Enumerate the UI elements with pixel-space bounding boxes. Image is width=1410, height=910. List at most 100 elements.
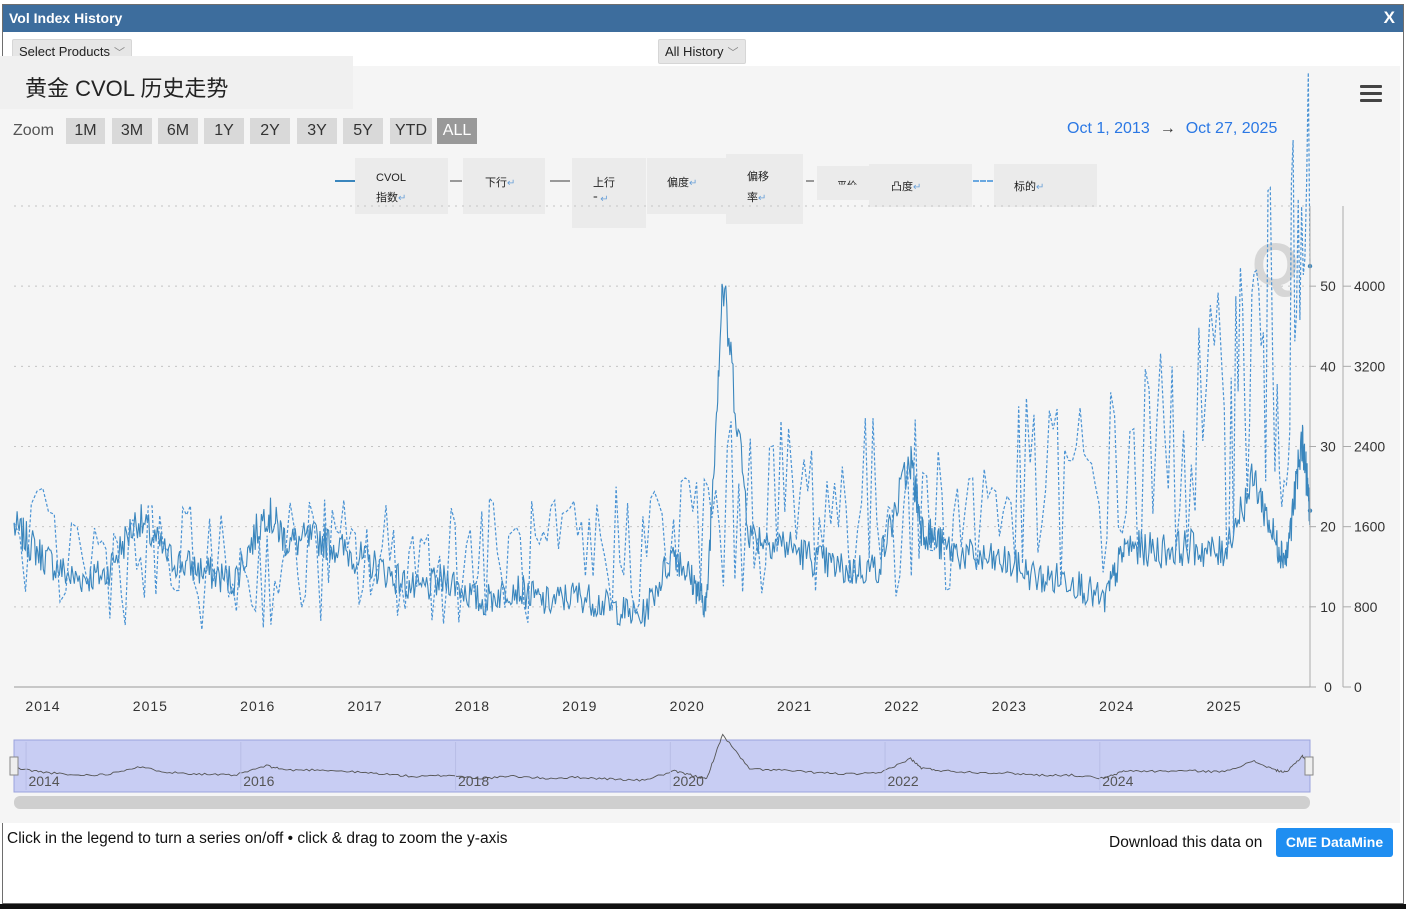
x-tick-label-2018: 2018	[455, 698, 490, 714]
y-left-tick-label-40: 40	[1320, 358, 1336, 374]
legend-item-atm-bg	[817, 166, 871, 200]
zoom-button-6m[interactable]: 6M	[158, 118, 198, 144]
legend-down-label: 下行	[485, 177, 507, 189]
chevron-down-icon: ﹀	[727, 47, 739, 59]
legend-skew-ratio-line2: 率	[747, 192, 758, 204]
close-icon[interactable]: X	[1383, 8, 1395, 27]
navigator-label-2016: 2016	[243, 773, 274, 789]
legend-item-underlying-bg	[994, 164, 1097, 207]
y-right-tick-label-4000: 4000	[1354, 278, 1385, 294]
legend-item-up[interactable]: 上行 ⁼ ↵	[593, 174, 615, 205]
date-range-to[interactable]: Oct 27, 2025	[1185, 120, 1278, 137]
window-title: Vol Index History	[9, 10, 123, 26]
legend-cvol-line1: CVOL	[376, 172, 406, 184]
zoom-button-ytd[interactable]: YTD	[390, 118, 432, 144]
y-right-tick-label-2400: 2400	[1354, 439, 1385, 455]
download-text: Download this data on	[1109, 834, 1263, 851]
return-mark-icon: ↵	[689, 178, 698, 189]
history-range-dropdown[interactable]: All History ﹀	[658, 39, 746, 64]
bottom-edge	[0, 904, 1406, 909]
return-mark-icon: ↵	[600, 194, 609, 205]
y-right-tick-label-800: 800	[1354, 599, 1378, 615]
x-tick-label-2023: 2023	[992, 698, 1027, 714]
zoom-button-2y[interactable]: 2Y	[250, 118, 290, 144]
navigator-label-2022: 2022	[887, 773, 918, 789]
legend-convexity-label: 凸度	[891, 181, 913, 193]
legend-item-cvol[interactable]: CVOL 指数↵	[376, 172, 406, 205]
legend-item-skew-ratio-bg	[726, 154, 803, 224]
x-tick-label-2015: 2015	[133, 698, 168, 714]
zoom-button-5y[interactable]: 5Y	[343, 118, 383, 144]
legend-item-down[interactable]: 下行↵	[485, 174, 515, 190]
x-tick-label-2014: 2014	[25, 698, 60, 714]
y-left-tick-label-50: 50	[1320, 278, 1336, 294]
y-left-tick-label-30: 30	[1320, 439, 1336, 455]
zoom-button-1m[interactable]: 1M	[66, 118, 105, 144]
legend-item-convexity-bg	[869, 164, 972, 207]
return-mark-icon: ↵	[398, 193, 407, 204]
navigator-handle-left	[9, 756, 19, 776]
legend-item-skew[interactable]: 偏度↵	[667, 174, 697, 190]
navigator-label-2014: 2014	[28, 773, 59, 789]
legend-swatch-down	[450, 180, 462, 182]
y-right-tick-label-0: 0	[1354, 679, 1362, 695]
legend-item-underlying[interactable]: 标的↵	[1014, 178, 1044, 194]
axes-group: 2014 2015 2016 2017 2018 2019 2020 2021 2022 2023…	[14, 206, 1385, 714]
return-mark-icon: ↵	[1036, 182, 1045, 193]
legend-item-skew-bg	[647, 158, 727, 214]
arrow-right-icon: →	[1159, 120, 1176, 137]
y-left-tick-label-20: 20	[1320, 519, 1336, 535]
date-range-from[interactable]: Oct 1, 2013	[1067, 120, 1150, 137]
legend-item-convexity[interactable]: 凸度↵	[891, 178, 921, 194]
x-tick-label-2022: 2022	[884, 698, 919, 714]
x-tick-label-2024: 2024	[1099, 698, 1134, 714]
x-tick-label-2019: 2019	[562, 698, 597, 714]
legend-item-atm[interactable]: 平价	[837, 177, 857, 185]
cme-datamine-button[interactable]: CME DataMine	[1276, 828, 1393, 857]
footer-hint: Click in the legend to turn a series on/…	[7, 830, 508, 847]
y-left-tick-label-0: 0	[1324, 679, 1332, 695]
x-tick-label-2021: 2021	[777, 698, 812, 714]
series-line-underlying	[13, 72, 1311, 630]
zoom-button-3y[interactable]: 3Y	[297, 118, 337, 144]
x-tick-label-2025: 2025	[1207, 698, 1242, 714]
chart-title-box	[0, 56, 353, 109]
series-group[interactable]	[13, 72, 1313, 630]
x-tick-label-2020: 2020	[670, 698, 705, 714]
navigator-window	[13, 739, 1311, 793]
navigator-label-2020: 2020	[673, 773, 704, 789]
window-titlebar: Vol Index History X	[3, 5, 1403, 32]
y-left-tick-label-10: 10	[1320, 599, 1336, 615]
legend-underlying-label: 标的	[1014, 181, 1036, 193]
navigator-label-2018: 2018	[458, 773, 489, 789]
legend-swatch-cvol	[335, 180, 355, 182]
history-range-label: All History	[665, 44, 724, 59]
legend-cvol-line2: 指数	[376, 192, 398, 204]
legend-item-down-bg	[463, 158, 545, 214]
return-mark-icon: ↵	[913, 182, 922, 193]
date-range: Oct 1, 2013 → Oct 27, 2025	[1067, 120, 1277, 138]
hamburger-menu-icon[interactable]	[1360, 85, 1382, 103]
legend-up-line1: 上行	[593, 177, 615, 189]
x-tick-label-2016: 2016	[240, 698, 275, 714]
navigator[interactable]: 2014 2016 2018 2020 2022 2024	[9, 733, 1314, 809]
series-line-cvol	[13, 283, 1311, 627]
return-mark-icon: ↵	[507, 178, 516, 189]
legend-item-skew-ratio[interactable]: 偏移 率↵	[747, 168, 769, 205]
y-right-tick-label-3200: 3200	[1354, 358, 1385, 374]
zoom-label: Zoom	[13, 122, 54, 139]
legend-skew-ratio-line1: 偏移	[747, 171, 769, 183]
zoom-button-1y[interactable]: 1Y	[204, 118, 244, 144]
chart-title: 黄金 CVOL 历史走势	[25, 76, 229, 101]
legend-item-up-bg	[572, 158, 646, 228]
y-right-tick-label-1600: 1600	[1354, 519, 1385, 535]
x-tick-label-2017: 2017	[348, 698, 383, 714]
legend-skew-label: 偏度	[667, 177, 689, 189]
zoom-button-3m[interactable]: 3M	[112, 118, 152, 144]
legend-atm-label: 平价	[837, 181, 857, 185]
legend-swatch-atm	[806, 180, 814, 182]
navigator-scrollbar	[14, 796, 1310, 809]
zoom-button-all[interactable]: ALL	[437, 118, 477, 144]
legend-swatch-up	[550, 180, 570, 182]
